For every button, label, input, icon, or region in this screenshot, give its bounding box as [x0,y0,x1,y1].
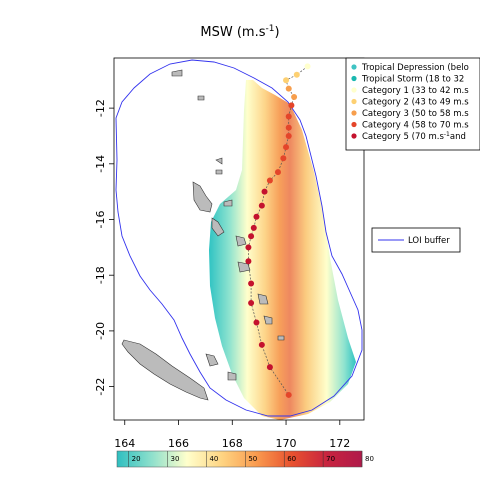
track-point [248,233,255,240]
legend-label: Tropical Depression (belo [361,63,469,73]
map-title: MSW (m.s-1) [200,24,279,40]
wind-swath [209,80,356,420]
legend-label: Category 5 (70 m.s-1and [362,131,466,142]
legend-label: Tropical Storm (18 to 32 [361,75,464,85]
cyclone-track-points [245,63,311,398]
y-tick-label: -20 [94,322,107,340]
colorbar-tick-label: 60 [287,455,296,463]
x-axis: 164 166 168 170 172 [114,420,350,450]
island-new-caledonia [121,339,209,401]
plot-frame [113,57,365,421]
island-small-2 [215,169,223,175]
track-point [248,280,255,287]
legend-swatch [351,75,357,82]
track-point [285,85,292,92]
x-tick-label: 166 [168,437,189,450]
island-tanna [257,293,269,305]
y-tick-label: -12 [94,99,107,117]
legend-label: Category 2 (43 to 49 m.s [362,98,469,108]
land-masses [121,69,285,401]
legend-swatch [351,121,357,128]
legend-label: Category 1 (33 to 42 m.s [362,86,469,96]
island-torres [171,69,183,77]
legend-swatch [351,110,357,116]
colorbar-tick-label: 40 [209,455,218,463]
track-point [285,124,292,131]
track-point [285,132,292,139]
colorbar-ticks: 20 30 40 50 60 70 80 [128,451,374,467]
loi-legend-label: LOI buffer [408,236,450,246]
track-point [293,71,300,78]
track-point [245,258,252,265]
y-tick-label: -16 [94,211,107,229]
legend-swatch [351,98,357,105]
track-point [291,93,298,100]
legend-label: Category 3 (50 to 58 m.s [362,109,469,119]
track-point [258,341,265,348]
track-point [285,113,292,120]
track-point [258,202,265,209]
loi-legend: LOI buffer [371,227,461,253]
track-point [250,224,257,231]
island-small-3 [277,335,285,341]
x-tick-label: 170 [276,437,297,450]
x-tick-label: 164 [114,437,135,450]
legend-label: Category 4 (58 to 70 m.s [362,121,469,131]
track-point [283,77,290,84]
track-point [280,155,287,162]
track-point [304,63,311,70]
category-legend [345,57,480,151]
island-small-1 [197,95,205,101]
y-tick-label: -14 [94,155,107,173]
track-point [288,102,295,109]
legend-swatch [351,87,357,93]
island-lifou [205,353,219,367]
colorbar-tick-label: 30 [171,455,180,463]
track-point [285,391,292,398]
y-tick-label: -18 [94,266,107,284]
island-malakula [211,217,225,237]
x-tick-label: 172 [329,437,350,450]
island-espiritu-santo [192,181,213,213]
colorbar-tick-label: 70 [326,455,335,463]
colorbar-tick-label: 80 [365,455,374,463]
track-point [266,177,273,184]
track-point [253,319,260,326]
track-point [253,213,260,220]
colorbar-tick-label: 50 [248,455,257,463]
track-point [266,364,273,371]
island-aneityum [263,315,273,325]
y-axis: -12 -14 -16 -18 -20 -22 [94,99,114,396]
island-erromango [237,261,251,273]
legend-swatch [351,133,357,139]
track-point [248,300,255,307]
colorbar-tick-label: 20 [132,455,141,463]
x-tick-label: 168 [222,437,243,450]
y-tick-label: -22 [94,378,107,396]
island-ambae [223,199,233,207]
track-point [261,188,268,195]
island-banks [215,157,223,165]
track-point [274,169,281,176]
island-mare [227,371,237,381]
track-point [245,244,252,251]
category-legend-items: Tropical Depression (belo Tropical Storm … [351,63,469,142]
loi-buffer-outline [115,59,363,417]
track-point [283,144,290,151]
legend-swatch [351,64,357,70]
island-efate [235,235,247,247]
